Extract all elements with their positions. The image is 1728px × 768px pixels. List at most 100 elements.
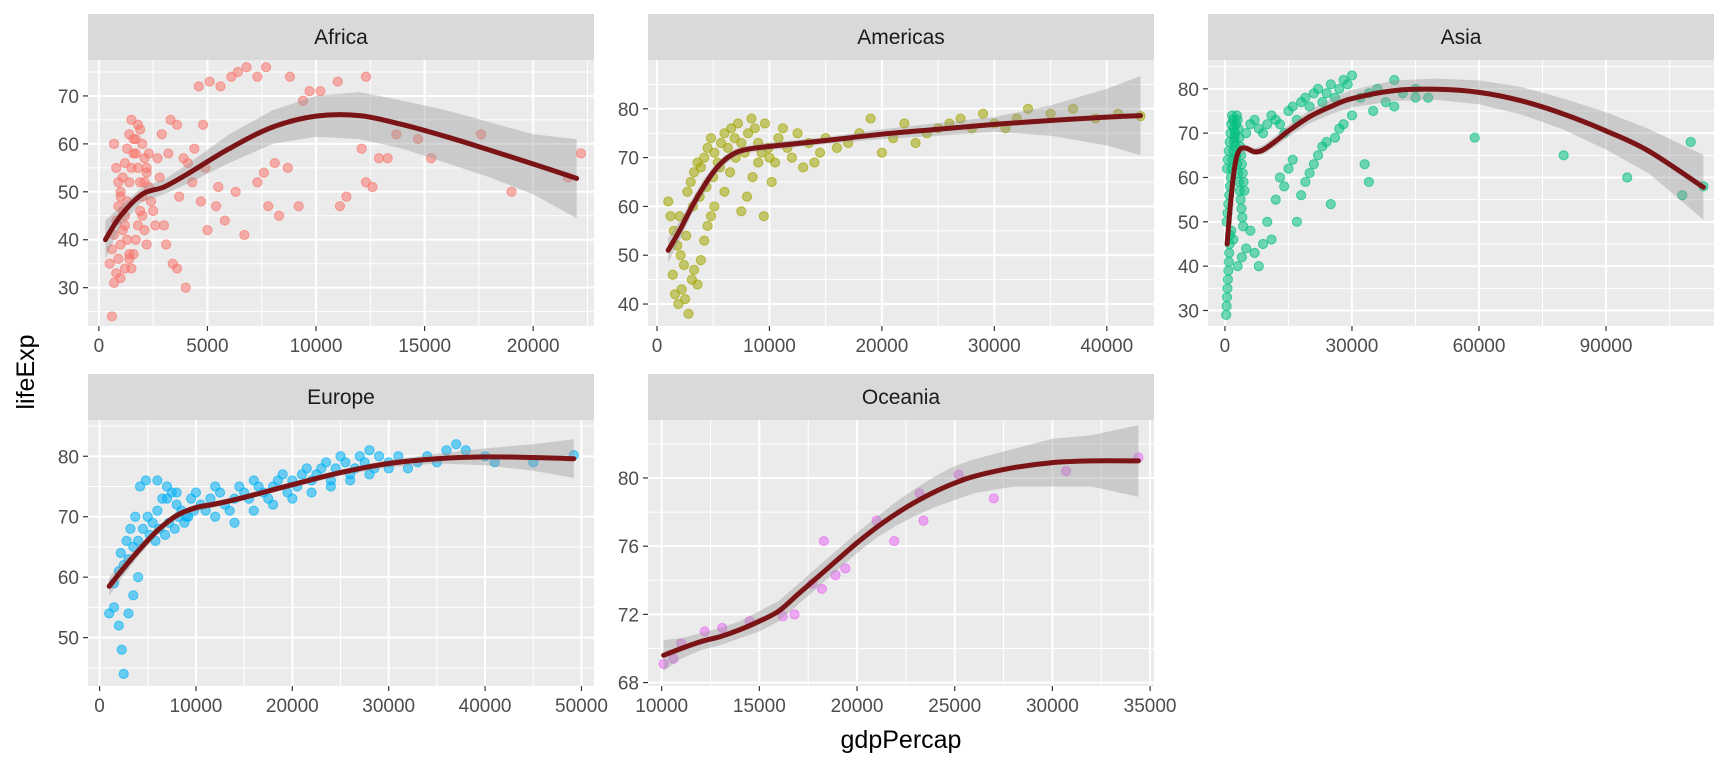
data-point (202, 225, 213, 236)
data-point (724, 167, 736, 178)
data-point (169, 523, 180, 534)
data-point (766, 176, 777, 188)
data-point (135, 177, 146, 188)
data-point (746, 113, 757, 124)
data-point (1234, 185, 1245, 196)
data-point (988, 493, 999, 504)
data-point (1237, 212, 1248, 223)
data-point (702, 220, 713, 232)
facet-strip (88, 14, 594, 60)
data-point (675, 250, 686, 261)
data-point (364, 469, 375, 480)
data-point (137, 210, 148, 221)
data-point (899, 118, 910, 129)
data-point (119, 263, 131, 274)
y-tick-label: 70 (58, 87, 79, 108)
data-point (1241, 128, 1252, 139)
x-tick-label: 30000 (968, 336, 1021, 357)
data-point (130, 148, 141, 159)
data-point (475, 129, 487, 140)
data-point (282, 162, 293, 173)
data-point (147, 517, 158, 528)
data-point (1223, 265, 1234, 276)
x-tick-label: 0 (94, 696, 105, 717)
data-point (441, 445, 452, 456)
data-point (258, 167, 270, 178)
data-point (1221, 292, 1233, 303)
data-point (1067, 103, 1079, 114)
data-point (663, 196, 674, 207)
data-point (215, 81, 226, 92)
data-point (1238, 221, 1249, 232)
data-point (1291, 216, 1303, 227)
facet-americas: Americas 0 10000 20000 30000 40000 40 50 60 70 80 (618, 14, 1154, 357)
data-point (360, 71, 372, 82)
data-point (104, 258, 115, 269)
data-point (702, 142, 713, 153)
facet-strip-label: Asia (1441, 26, 1482, 49)
data-point (121, 535, 132, 547)
data-point (667, 269, 678, 280)
data-point (1241, 243, 1252, 254)
data-point (106, 311, 117, 322)
data-point (789, 609, 800, 620)
data-point (1321, 88, 1332, 99)
data-point (689, 167, 700, 178)
data-point (367, 181, 378, 193)
data-point (189, 143, 200, 154)
data-point (764, 152, 775, 163)
data-point (1389, 74, 1400, 86)
x-tick-label: 60000 (1453, 336, 1506, 357)
x-axis-title: gdpPercap (841, 726, 962, 754)
data-point (115, 272, 126, 284)
data-point (115, 186, 126, 197)
data-point (1060, 466, 1072, 477)
data-point (1312, 150, 1324, 161)
data-point (119, 157, 131, 169)
x-tick-label: 30000 (1026, 696, 1079, 717)
data-point (741, 191, 753, 202)
data-point (1380, 97, 1391, 108)
data-point (1257, 128, 1269, 139)
y-tick-label: 72 (618, 605, 639, 626)
smooth-line (661, 458, 1141, 658)
data-point (1338, 119, 1349, 130)
data-point (150, 535, 161, 547)
data-point (865, 113, 876, 124)
data-point (121, 143, 133, 154)
y-tick-label: 50 (618, 246, 639, 267)
data-point (719, 128, 730, 139)
data-point (190, 487, 202, 498)
smooth-line (106, 454, 577, 589)
data-point (1368, 105, 1379, 117)
data-point (1232, 261, 1243, 272)
facet-europe: Europe 0 10000 20000 30000 40000 50000 50 60 70 80 (58, 374, 608, 717)
data-point (152, 153, 163, 164)
data-point (133, 572, 144, 583)
data-point (1262, 216, 1273, 227)
data-point (747, 172, 758, 183)
data-point (252, 177, 263, 188)
data-point (1222, 283, 1233, 294)
data-point (232, 66, 243, 78)
y-tick-label: 60 (618, 197, 639, 218)
data-point (260, 62, 272, 73)
data-point (692, 279, 703, 290)
data-point (123, 608, 134, 619)
data-point (1423, 92, 1434, 103)
data-point (219, 215, 230, 226)
data-point (1317, 97, 1328, 108)
data-point (297, 95, 309, 106)
data-point (143, 148, 154, 159)
data-point (506, 186, 517, 197)
data-point (1274, 119, 1286, 130)
facet-strip (648, 374, 1154, 420)
data-point (115, 547, 126, 559)
data-point (128, 590, 139, 601)
data-point (695, 162, 706, 173)
data-point (814, 147, 826, 158)
data-point (830, 570, 841, 581)
data-point (1222, 274, 1234, 285)
data-point (137, 523, 149, 534)
data-point (831, 142, 843, 153)
